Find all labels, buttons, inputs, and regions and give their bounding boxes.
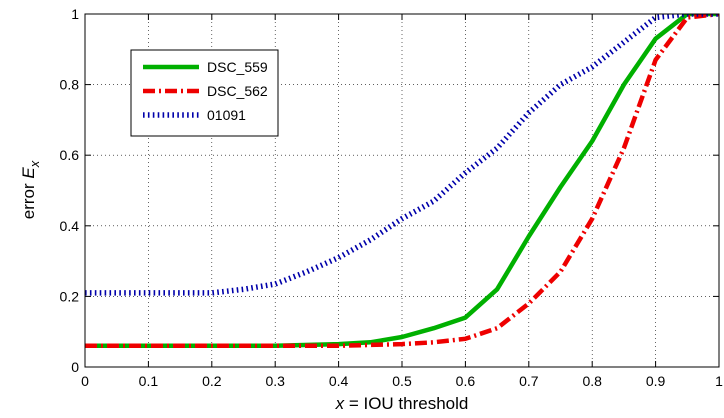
x-tick-label: 1	[715, 373, 723, 389]
y-axis-variable: E	[19, 167, 38, 179]
legend-items: DSC_559 DSC_562 01091	[143, 59, 268, 123]
y-axis-label-prefix: error	[19, 179, 38, 220]
legend-label: DSC_562	[207, 83, 268, 99]
x-tick-label: 0.5	[392, 373, 412, 389]
x-tick-label: 0.1	[139, 373, 159, 389]
y-tick-label: 0	[71, 359, 79, 375]
legend-box	[130, 49, 279, 137]
x-tick-label: 0.2	[202, 373, 222, 389]
axis-ticks	[84, 13, 720, 368]
x-tick-label: 0	[81, 373, 89, 389]
series-lines	[85, 14, 719, 349]
y-axis-label: error Ex	[19, 160, 42, 219]
x-tick-label: 0.9	[646, 373, 666, 389]
x-axis-label: x = IOU threshold	[335, 394, 469, 413]
grid	[85, 14, 719, 367]
series-line-dsc-559	[85, 14, 719, 349]
x-tick-label: 0.6	[456, 373, 476, 389]
x-tick-label: 0.8	[582, 373, 602, 389]
axis-tick-labels: 0 0.1 0.2 0.3 0.4 0.5 0.6 0.7 0.8 0.9 1 0 0.2 0.4 0.6 0…	[60, 6, 724, 389]
y-tick-label: 0.4	[60, 218, 80, 234]
legend-label: 01091	[207, 107, 246, 123]
y-axis-variable-subscript: x	[27, 160, 42, 168]
x-tick-label: 0.4	[329, 373, 349, 389]
series-line-dsc-562	[85, 14, 719, 349]
legend: DSC_559 DSC_562 01091	[130, 49, 279, 137]
y-tick-label: 1	[71, 6, 79, 22]
y-tick-label: 0.2	[60, 288, 80, 304]
x-axis-variable: x	[335, 394, 345, 413]
legend-label: DSC_559	[207, 59, 268, 75]
y-tick-label: 0.8	[60, 77, 80, 93]
y-tick-label: 0.6	[60, 147, 80, 163]
x-tick-label: 0.3	[265, 373, 285, 389]
x-axis-label-text: = IOU threshold	[344, 394, 468, 413]
x-tick-label: 0.7	[519, 373, 539, 389]
